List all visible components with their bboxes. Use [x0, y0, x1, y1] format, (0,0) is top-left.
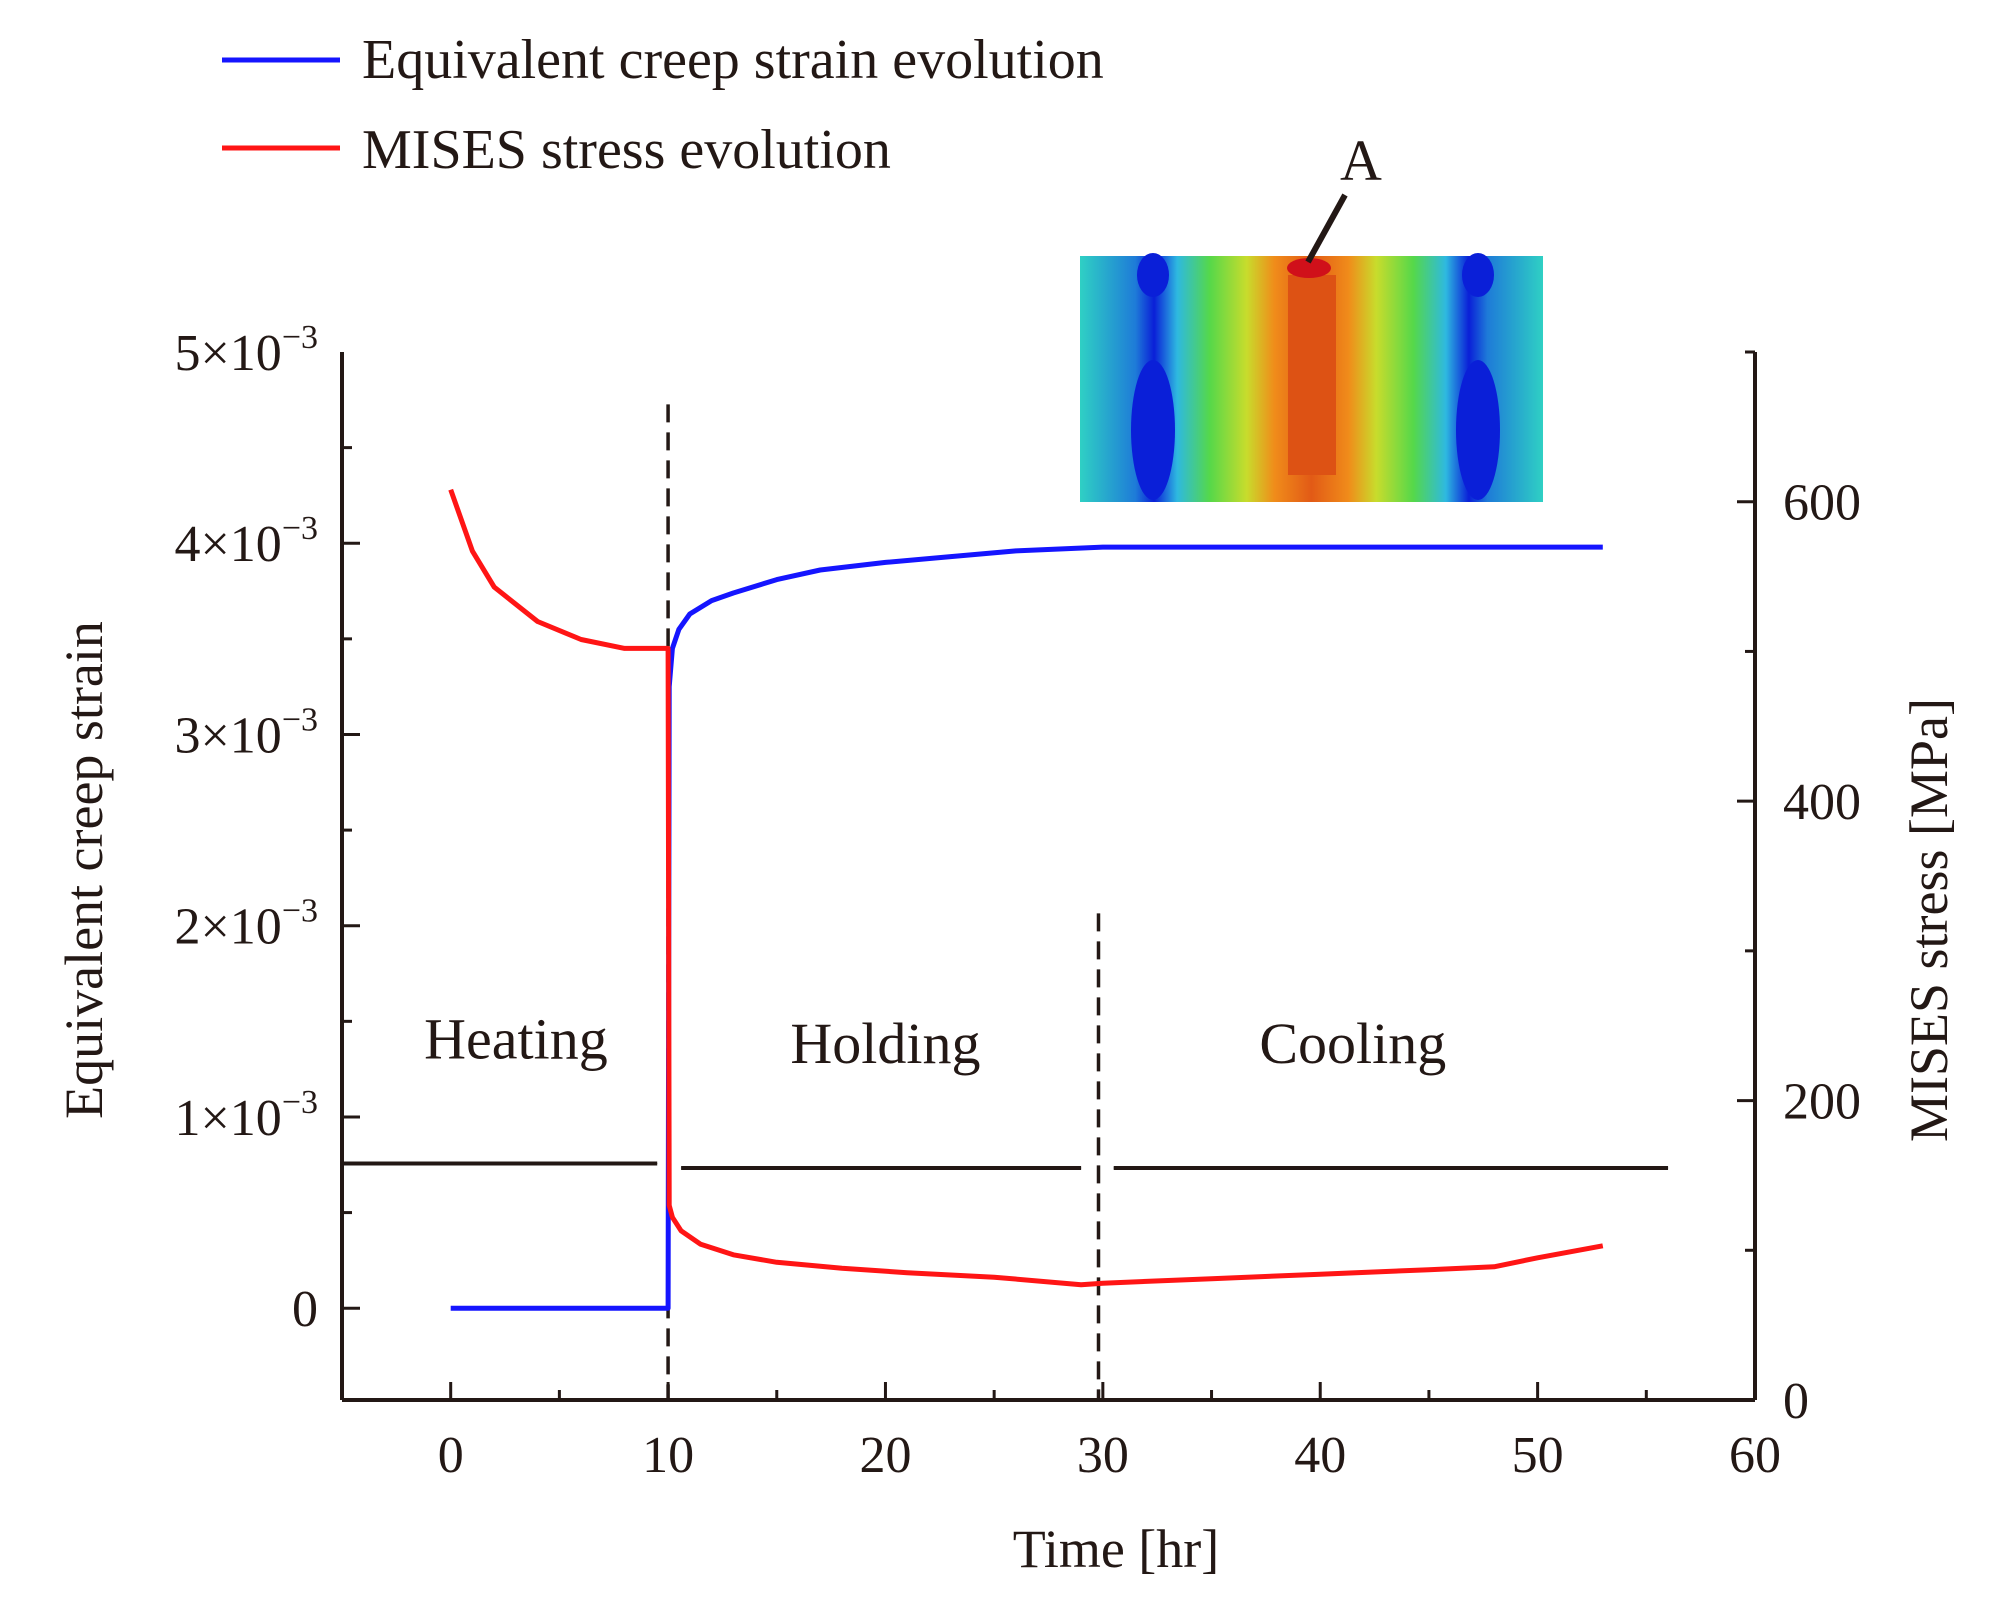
- annotation-label-a: A: [1340, 128, 1382, 193]
- contour-blue-region: [1137, 253, 1169, 297]
- series: [448, 488, 1604, 1311]
- contour-inset: [1080, 253, 1543, 502]
- y-right-tick-label: 600: [1783, 475, 1861, 532]
- tick-label-exponent: −3: [282, 1084, 318, 1121]
- series-line-mises-stress: [448, 488, 1604, 1288]
- series-line-creep-strain: [450, 544, 1603, 1311]
- phase-label-cooling: Cooling: [1259, 1011, 1446, 1076]
- annotation-arrow: [1305, 193, 1348, 264]
- x-tick-label: 50: [1512, 1427, 1564, 1484]
- y-right-tick-label: 200: [1783, 1074, 1861, 1131]
- tick-label-base: 5×10: [174, 325, 281, 382]
- contour-blue-region: [1456, 360, 1500, 500]
- ticks: 0 10 20 30 40 50 6001×10−32×10−33×10−34×10−35×…: [174, 319, 1861, 1484]
- tick-label-base: 0: [292, 1281, 318, 1338]
- legend: Equivalent creep strain evolution MISES …: [222, 29, 1104, 181]
- tick-label-exponent: −3: [282, 319, 318, 356]
- y-axis-left-title: Equivalent creep strain: [54, 621, 114, 1119]
- x-tick-label: 40: [1294, 1427, 1346, 1484]
- contour-blue-region: [1131, 360, 1175, 500]
- y-right-tick-label: 0: [1783, 1373, 1809, 1430]
- tick-label-base: 4×10: [174, 516, 281, 573]
- axes: [340, 352, 1757, 1402]
- x-tick-label: 30: [1077, 1427, 1129, 1484]
- y-right-tick-label: 400: [1783, 774, 1861, 831]
- tick-label-exponent: −3: [282, 510, 318, 547]
- x-axis-title: Time [hr]: [1013, 1519, 1220, 1579]
- contour-hot-band: [1288, 275, 1336, 475]
- contour-hotspot: [1287, 258, 1331, 278]
- y-left-tick-label: 2×10−3: [174, 893, 318, 956]
- contour-blue-region: [1462, 253, 1494, 297]
- tick-label-base: 1×10: [174, 1090, 281, 1147]
- phase-label-heating: Heating: [424, 1007, 608, 1072]
- y-left-tick-label: 4×10−3: [174, 510, 318, 573]
- tick-label-exponent: −3: [282, 893, 318, 930]
- y-left-tick-label: 1×10−3: [174, 1084, 318, 1147]
- x-tick-label: 20: [859, 1427, 911, 1484]
- legend-label-stress: MISES stress evolution: [362, 119, 891, 181]
- phase-label-holding: Holding: [790, 1011, 980, 1076]
- x-tick-label: 60: [1729, 1427, 1781, 1484]
- tick-label-base: 2×10: [174, 899, 281, 956]
- legend-label-strain: Equivalent creep strain evolution: [362, 29, 1104, 91]
- tick-label-base: 3×10: [174, 707, 281, 764]
- x-tick-label: 0: [438, 1427, 464, 1484]
- y-left-tick-label: 0: [292, 1281, 318, 1338]
- y-axis-right-title: MISES stress [MPa]: [1899, 698, 1959, 1142]
- phase-guides: Heating Holding Cooling: [341, 404, 1669, 1400]
- y-left-tick-label: 5×10−3: [174, 319, 318, 382]
- y-left-tick-label: 3×10−3: [174, 701, 318, 764]
- tick-label-exponent: −3: [282, 701, 318, 738]
- x-tick-label: 10: [642, 1427, 694, 1484]
